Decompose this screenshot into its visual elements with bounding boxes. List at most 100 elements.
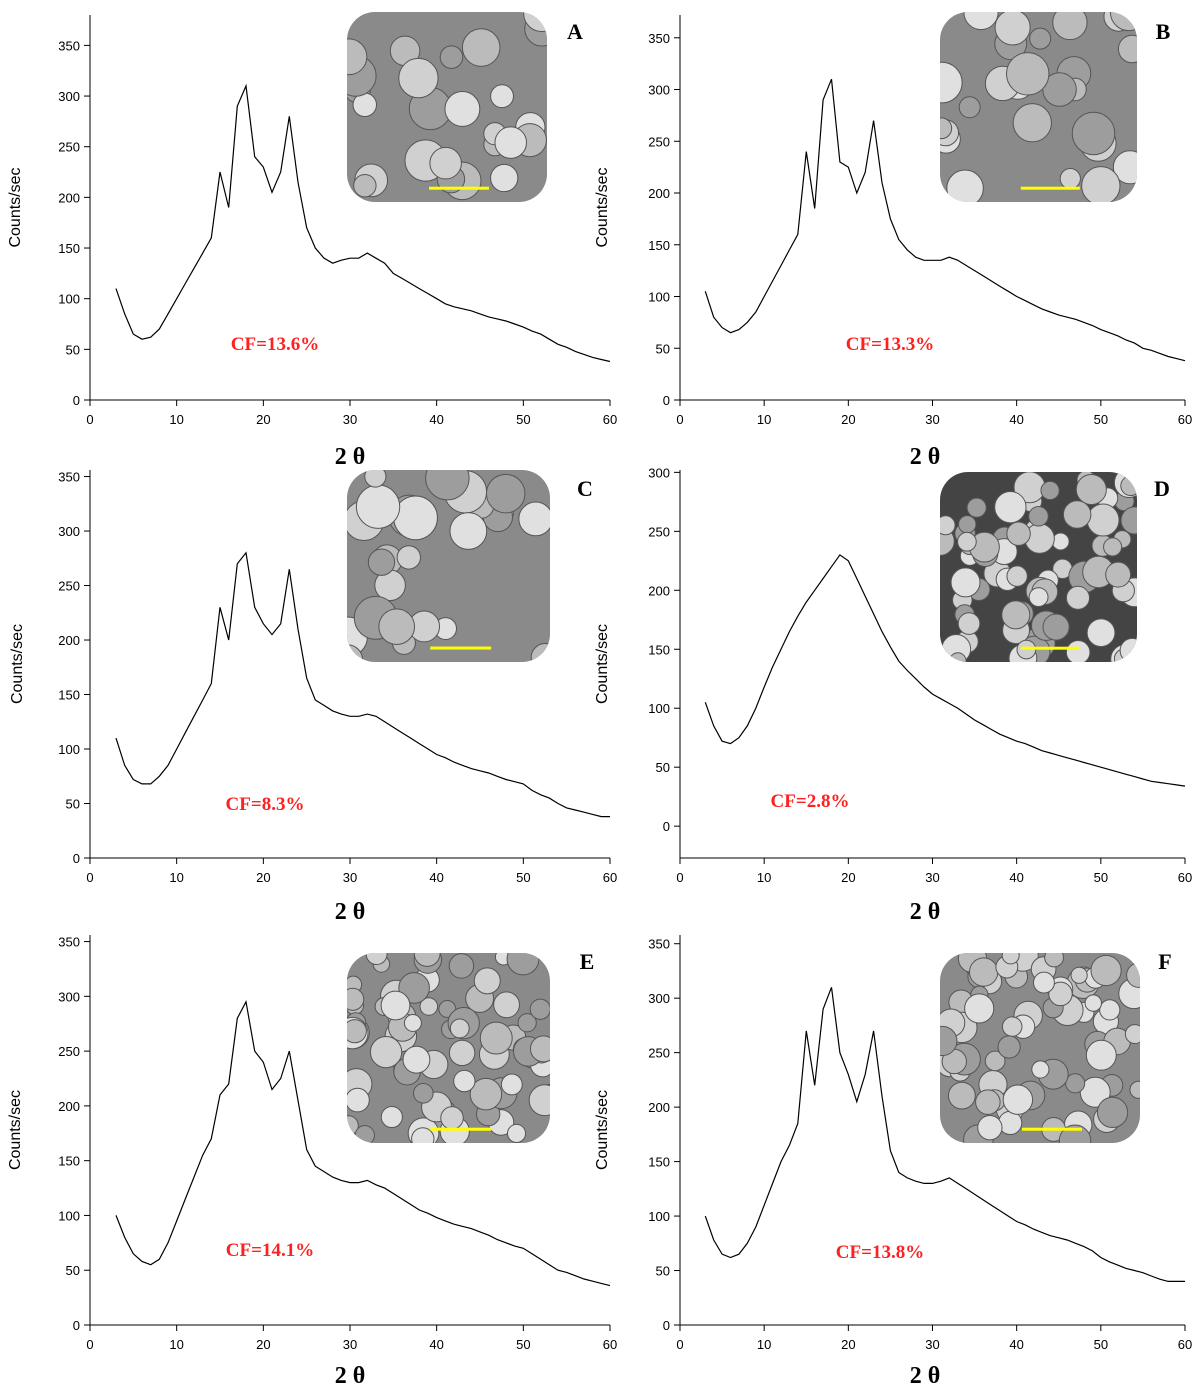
sem-particle — [975, 1089, 1001, 1115]
sem-particle — [378, 608, 416, 645]
y-axis-label: Counts/sec — [9, 624, 26, 704]
y-tick-label: 200 — [648, 1100, 670, 1115]
y-tick-label: 300 — [648, 83, 670, 98]
sem-particle — [1112, 150, 1137, 185]
y-tick-label: 300 — [648, 465, 670, 480]
sem-particle — [493, 991, 520, 1019]
scale-bar — [1022, 1127, 1082, 1131]
sem-particle — [1040, 480, 1060, 501]
scale-bar — [1020, 646, 1080, 650]
sem-particle — [429, 146, 462, 180]
sem-particle — [957, 531, 977, 552]
sem-particle — [1126, 962, 1140, 988]
x-axis-label: 2 θ — [335, 444, 366, 470]
panel-label: D — [1154, 476, 1170, 501]
sem-particle — [1117, 34, 1137, 64]
sem-particle — [940, 515, 956, 536]
sem-particle — [347, 38, 368, 76]
sem-particle — [1124, 1024, 1140, 1045]
sem-particle — [1070, 966, 1088, 984]
sem-particle — [402, 1045, 431, 1074]
y-tick-label: 200 — [648, 583, 670, 598]
sem-particle — [1090, 954, 1122, 987]
sem-particle — [506, 953, 540, 976]
sem-particle — [529, 1035, 550, 1063]
xrd-line — [115, 83, 611, 363]
sem-particle — [1065, 640, 1091, 662]
y-tick-label: 250 — [648, 134, 670, 149]
panel-label: F — [1158, 949, 1171, 974]
sem-particle — [1028, 505, 1049, 527]
sem-particle — [1058, 1124, 1092, 1143]
y-tick-label: 0 — [73, 393, 80, 408]
sem-particle — [1085, 1039, 1117, 1071]
x-tick-label: 0 — [86, 1337, 93, 1352]
y-tick-label: 150 — [58, 241, 80, 256]
sem-particle — [1001, 1016, 1023, 1037]
y-tick-label: 50 — [656, 760, 670, 775]
sem-particle — [966, 497, 987, 518]
x-tick-label: 40 — [429, 412, 443, 427]
y-tick-label: 300 — [648, 991, 670, 1006]
sem-particle — [518, 501, 550, 537]
sem-particle — [940, 1025, 958, 1057]
y-tick-label: 0 — [663, 393, 670, 408]
sem-particle — [1006, 521, 1031, 546]
x-tick-label: 0 — [86, 412, 93, 427]
sem-particle — [1001, 953, 1020, 965]
y-tick-label: 150 — [58, 688, 80, 703]
xrd-line — [704, 987, 1185, 1282]
y-axis-label: Counts/sec — [7, 167, 24, 247]
sem-particle — [958, 96, 981, 119]
sem-particle — [439, 45, 464, 69]
sem-particle — [419, 997, 439, 1016]
sem-particle — [355, 484, 401, 529]
panel-label: B — [1156, 19, 1171, 44]
sem-particle — [444, 91, 481, 127]
sem-inset — [940, 472, 1137, 662]
sem-particle — [490, 84, 514, 109]
x-tick-label: 50 — [516, 412, 530, 427]
y-tick-label: 150 — [648, 238, 670, 253]
sem-particle — [1119, 637, 1137, 662]
x-tick-label: 30 — [343, 870, 357, 885]
sem-particle — [1044, 953, 1065, 968]
scale-bar — [429, 186, 489, 190]
x-tick-label: 0 — [676, 870, 683, 885]
sem-inset — [347, 470, 550, 662]
x-tick-label: 30 — [925, 870, 939, 885]
sem-particle — [448, 953, 475, 979]
y-tick-label: 150 — [648, 1155, 670, 1170]
y-axis-label: Counts/sec — [594, 624, 611, 704]
scale-bar — [430, 1127, 492, 1131]
annotation: CF=8.3% — [226, 794, 305, 815]
sem-particle — [469, 1077, 503, 1111]
y-tick-label: 200 — [58, 190, 80, 205]
x-tick-label: 50 — [516, 1337, 530, 1352]
sem-particle — [473, 967, 501, 995]
sem-particle — [994, 12, 1031, 46]
sem-particle — [353, 173, 377, 198]
sem-particle — [969, 957, 999, 987]
y-tick-label: 100 — [58, 1208, 80, 1223]
sem-particle — [1028, 587, 1049, 608]
sem-particle — [1065, 1073, 1086, 1094]
sem-inset — [347, 12, 547, 202]
sem-inset — [940, 12, 1137, 202]
sem-particle — [1120, 506, 1137, 535]
sem-particle — [958, 515, 977, 534]
x-tick-label: 50 — [516, 870, 530, 885]
x-tick-label: 60 — [1178, 412, 1192, 427]
sem-particle — [957, 612, 981, 635]
x-tick-label: 0 — [86, 870, 93, 885]
sem-particle — [994, 490, 1027, 524]
x-tick-label: 30 — [343, 1337, 357, 1352]
x-tick-label: 40 — [1009, 870, 1023, 885]
sem-particle — [1086, 618, 1116, 648]
sem-particle — [528, 1084, 550, 1117]
x-axis-label: 2 θ — [910, 899, 941, 925]
y-tick-label: 100 — [648, 290, 670, 305]
x-axis-label: 2 θ — [910, 444, 941, 470]
sem-particle — [963, 12, 999, 31]
x-tick-label: 30 — [925, 1337, 939, 1352]
